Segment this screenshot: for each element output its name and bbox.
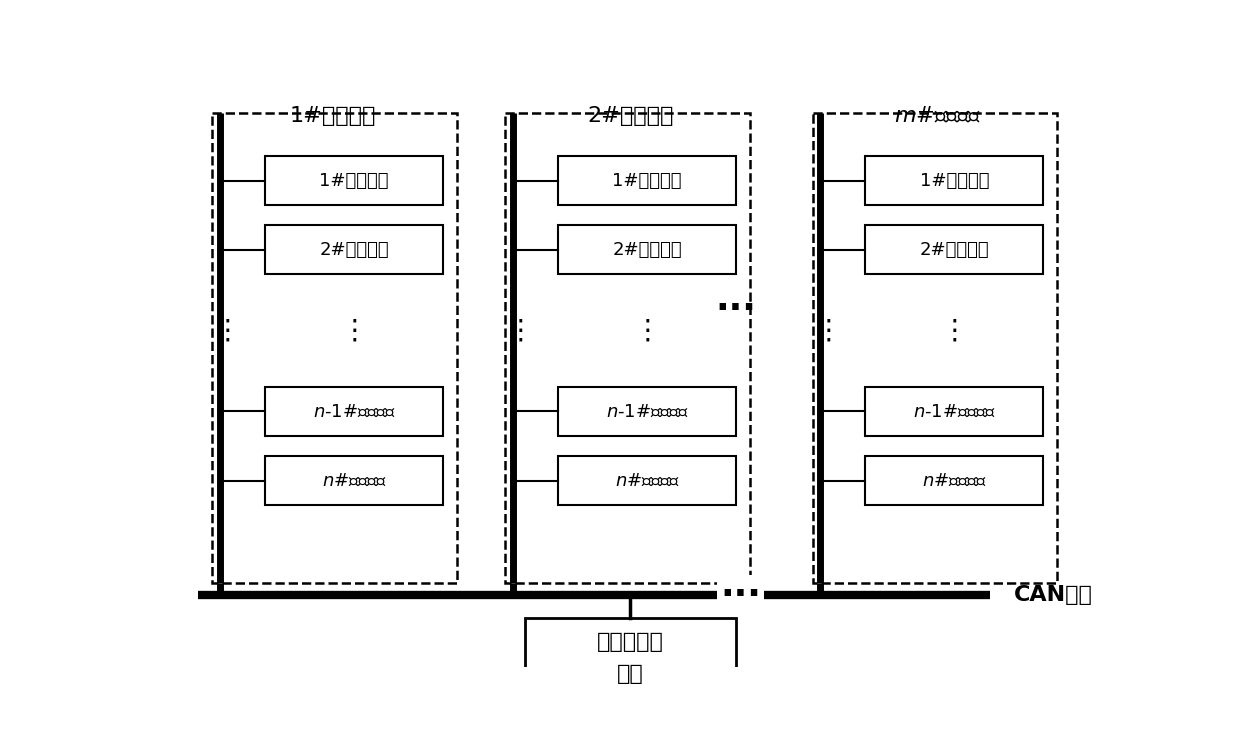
Text: $n$-1#电池模块: $n$-1#电池模块 [312,402,395,420]
Bar [558,225,736,274]
Text: ⋮: ⋮ [814,317,841,345]
Text: ⋮: ⋮ [507,317,534,345]
Bar [866,387,1043,436]
Text: ⋮: ⋮ [940,317,968,345]
Text: 2#电池模块: 2#电池模块 [612,241,681,259]
Text: $n$#电池模块: $n$#电池模块 [615,472,679,490]
Text: 1#电池模块: 1#电池模块 [612,172,681,189]
Text: ⋮: ⋮ [341,317,368,345]
Text: 1#电池单元: 1#电池单元 [290,106,375,126]
Bar [213,113,457,583]
Text: $m$#电池单元: $m$#电池单元 [893,106,981,126]
Bar [265,456,444,505]
Text: 1#电池模块: 1#电池模块 [919,172,989,189]
Bar [866,157,1043,205]
Text: ···: ··· [720,577,761,611]
Bar [265,387,444,436]
Bar [813,113,1058,583]
Bar [265,225,444,274]
Text: 1#电池模块: 1#电池模块 [320,172,389,189]
Text: $n$#电池模块: $n$#电池模块 [322,472,387,490]
Bar [558,157,736,205]
Text: $n$-1#电池模块: $n$-1#电池模块 [913,402,996,420]
Text: ···: ··· [715,292,756,326]
Text: $n$#电池模块: $n$#电池模块 [922,472,986,490]
Text: 2#电池模块: 2#电池模块 [320,241,389,259]
Text: 2#电池模块: 2#电池模块 [919,241,989,259]
Bar [558,387,736,436]
Bar [524,618,736,698]
Bar [265,157,444,205]
Bar [866,456,1043,505]
Text: $n$-1#电池模块: $n$-1#电池模块 [606,402,689,420]
Bar [558,456,736,505]
Text: CAN总线: CAN总线 [1015,584,1093,604]
Bar [506,113,751,583]
Bar [866,225,1043,274]
Text: 2#电池单元: 2#电池单元 [587,106,673,126]
Text: ⋮: ⋮ [633,317,660,345]
Text: 电池组管理
系统: 电池组管理 系统 [597,631,664,685]
Text: ⋮: ⋮ [214,317,242,345]
